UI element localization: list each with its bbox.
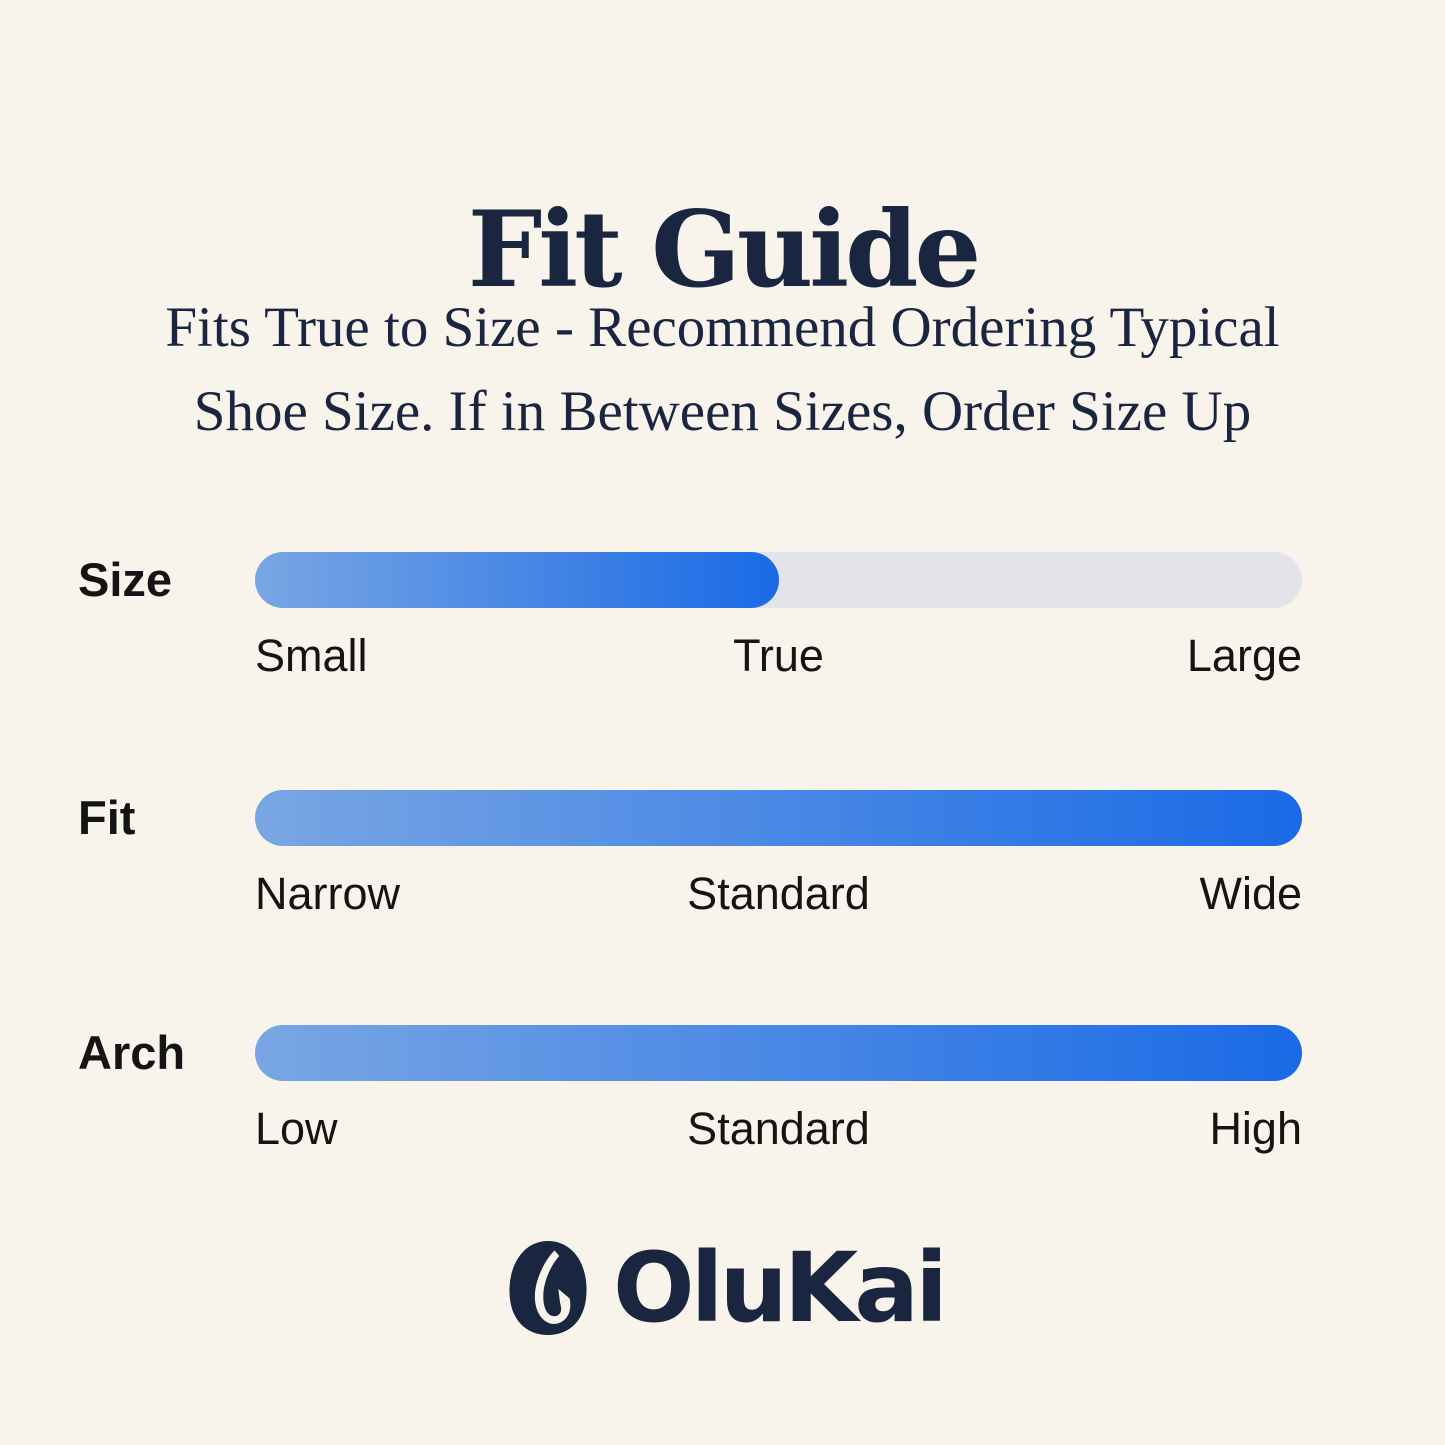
arch-scale-min: Low: [255, 1103, 338, 1154]
fit-row-label: Fit: [78, 791, 136, 844]
brand-logo: OluKai: [0, 1238, 1445, 1338]
size-scale-labels: Small True Large: [255, 630, 1302, 686]
fit-scale-max: Wide: [1199, 868, 1302, 919]
fit-rating-row: Fit Narrow Standard Wide: [0, 790, 1445, 950]
fit-scale-labels: Narrow Standard Wide: [255, 868, 1302, 924]
subtitle-line-2: Shoe Size. If in Between Sizes, Order Si…: [193, 380, 1252, 444]
size-bar-fill: [255, 552, 779, 608]
arch-scale-mid: Standard: [687, 1103, 870, 1154]
subtitle-line-1: Fits True to Size - Recommend Ordering T…: [165, 296, 1280, 359]
fit-scale-min: Narrow: [255, 868, 401, 919]
size-scale-max: Large: [1186, 630, 1302, 681]
arch-rating-row: Arch Low Standard High: [0, 1025, 1445, 1185]
size-row-label: Size: [78, 553, 173, 606]
arch-bar-track: [255, 1025, 1302, 1081]
size-scale-min: Small: [255, 630, 368, 681]
arch-row-label: Arch: [78, 1026, 186, 1079]
fit-scale-mid: Standard: [687, 868, 870, 919]
size-rating-row: Size Small True Large: [0, 552, 1445, 712]
fit-bar-fill: [255, 790, 1302, 846]
size-scale-mid: True: [733, 630, 824, 681]
arch-scale-max: High: [1209, 1103, 1302, 1154]
brand-wordmark: OluKai: [613, 1232, 948, 1344]
page-title: Fit Guide: [467, 187, 982, 312]
size-bar-track: [255, 552, 1302, 608]
arch-bar-fill: [255, 1025, 1302, 1081]
fit-bar-track: [255, 790, 1302, 846]
fish-hook-icon: [509, 1241, 587, 1335]
page-subtitle: Fits True to Size - Recommend Ordering T…: [0, 286, 1445, 455]
arch-scale-labels: Low Standard High: [255, 1103, 1302, 1159]
